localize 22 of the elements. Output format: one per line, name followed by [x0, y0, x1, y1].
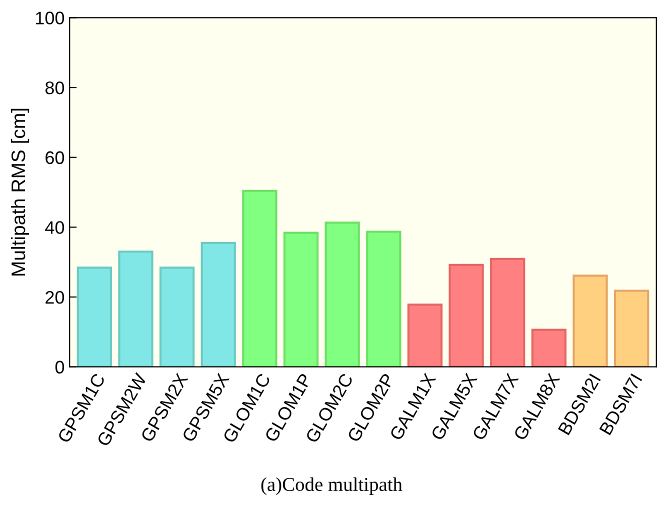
bar [200, 242, 236, 367]
bar [407, 304, 443, 367]
y-tick-label: 80 [45, 81, 64, 94]
y-tick-label: 60 [46, 151, 64, 164]
bar [324, 222, 360, 367]
bar [242, 190, 278, 367]
bar [159, 266, 195, 367]
y-tick-label: 20 [46, 290, 64, 304]
bar [572, 274, 608, 367]
bar [76, 266, 112, 367]
y-axis-title: Multipath RMS [cm] [10, 108, 30, 276]
bar [614, 290, 650, 367]
y-tick-label: 0 [55, 360, 64, 374]
text: (a)Code multipath [261, 477, 402, 495]
y-tick-label: 100 [36, 12, 64, 24]
bar [118, 250, 154, 367]
bar [490, 258, 526, 367]
bar [366, 230, 402, 367]
y-tick-label: 40 [45, 221, 64, 234]
bar [531, 328, 567, 367]
bar [448, 264, 484, 367]
bar [283, 232, 319, 367]
